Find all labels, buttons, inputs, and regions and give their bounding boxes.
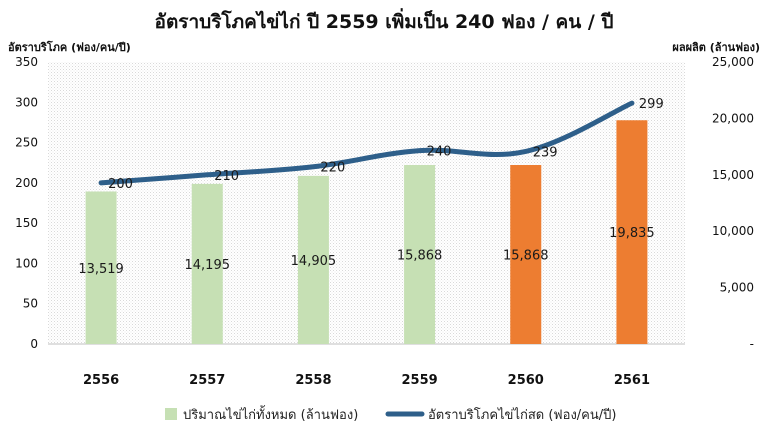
line-value-label: 210 xyxy=(214,169,239,184)
chart-title: อัตราบริโภคไข่ไก่ ปี 2559 เพิ่มเป็น 240 … xyxy=(155,8,614,33)
legend-bar-swatch xyxy=(165,408,177,420)
bar-value-label: 13,519 xyxy=(78,262,124,277)
right-tick-label: 15,000 xyxy=(712,168,754,182)
x-axis-ticks: 2556 2557 2558 2559 2560 2561 xyxy=(83,373,650,388)
x-tick-label: 2558 xyxy=(295,373,331,388)
bar xyxy=(85,191,117,344)
left-tick-label: 100 xyxy=(15,256,38,270)
left-tick-label: 200 xyxy=(15,176,38,190)
x-tick-label: 2559 xyxy=(401,373,437,388)
right-tick-label: 25,000 xyxy=(712,55,754,69)
left-axis-ticks: 0 50 100 150 200 250 300 350 xyxy=(15,55,38,351)
line-value-label: 239 xyxy=(533,145,558,160)
legend-line-label: อัตราบริโภคไข่ไก่สด (ฟอง/คน/ปี) xyxy=(428,407,616,423)
x-tick-label: 2561 xyxy=(614,373,650,388)
bar-value-label: 19,835 xyxy=(609,226,655,241)
bar xyxy=(297,175,329,344)
bar xyxy=(616,120,648,344)
line-value-label: 299 xyxy=(639,97,664,112)
consumption-line xyxy=(98,100,635,186)
bar xyxy=(510,165,542,344)
left-tick-label: 50 xyxy=(23,297,38,311)
bar-value-label: 15,868 xyxy=(503,249,549,264)
legend-bar-label: ปริมาณไข่ไก่ทั้งหมด (ล้านฟอง) xyxy=(183,405,358,423)
bar-value-label: 14,195 xyxy=(185,258,231,273)
line-value-label: 240 xyxy=(427,145,452,160)
right-axis-ticks: - 5,000 10,000 15,000 20,000 25,000 xyxy=(712,55,754,351)
left-axis-title: อัตราบริโภค (ฟอง/คน/ปี) xyxy=(8,40,131,54)
x-tick-label: 2557 xyxy=(189,373,225,388)
left-tick-label: 150 xyxy=(15,216,38,230)
bar-value-label: 15,868 xyxy=(397,249,443,264)
line-data-labels: 200 210 220 240 239 299 xyxy=(108,97,664,192)
left-tick-label: 0 xyxy=(30,337,38,351)
legend: ปริมาณไข่ไก่ทั้งหมด (ล้านฟอง) อัตราบริโภ… xyxy=(165,405,616,423)
line-value-label: 220 xyxy=(320,161,345,176)
bar xyxy=(191,183,223,344)
right-axis-title: ผลผลิต (ล้านฟอง) xyxy=(672,41,760,54)
x-tick-label: 2556 xyxy=(83,373,119,388)
bar-series xyxy=(85,120,648,344)
left-tick-label: 350 xyxy=(15,55,38,69)
right-tick-label: 5,000 xyxy=(720,281,754,295)
line-series xyxy=(98,100,635,186)
bar-data-labels: 13,519 14,195 14,905 15,868 15,868 19,835 xyxy=(78,226,654,277)
bar xyxy=(404,165,436,344)
left-tick-label: 250 xyxy=(15,136,38,150)
x-tick-label: 2560 xyxy=(508,373,544,388)
bar-value-label: 14,905 xyxy=(291,254,337,269)
line-value-label: 200 xyxy=(108,177,133,192)
right-tick-label: 20,000 xyxy=(712,111,754,125)
plot-area xyxy=(48,62,685,344)
right-tick-label: - xyxy=(750,337,754,351)
right-tick-label: 10,000 xyxy=(712,224,754,238)
left-tick-label: 300 xyxy=(15,95,38,109)
